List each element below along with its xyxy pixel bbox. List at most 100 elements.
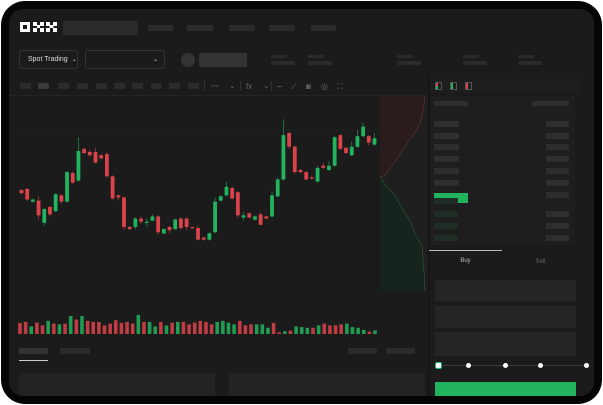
slider-stop-100[interactable] [584, 363, 589, 368]
nav-item[interactable] [229, 25, 255, 31]
volume-bar [136, 315, 141, 334]
volume-bar [367, 331, 372, 334]
volume-bar [113, 320, 118, 334]
volume-bar [204, 321, 208, 334]
tab-buy[interactable]: Buy [460, 258, 471, 264]
timeframe-tab[interactable] [132, 83, 143, 89]
candlestick-chart[interactable] [9, 96, 381, 346]
toolbar-divider [271, 81, 272, 91]
candle-body [122, 197, 126, 227]
timeframe-tab[interactable] [20, 83, 31, 89]
ruler-icon[interactable]: ⟋ [291, 82, 297, 91]
line-draw-icon[interactable]: ∼ [276, 82, 283, 91]
timeframe-tab[interactable] [58, 83, 69, 89]
candle-type-icon[interactable]: 〰 [211, 82, 219, 91]
amount-input[interactable] [435, 306, 576, 328]
volume-bar [373, 330, 377, 334]
search-bar[interactable] [63, 21, 138, 35]
candle-body [156, 216, 161, 233]
amount-slider-track[interactable] [438, 365, 588, 366]
nav-item[interactable] [311, 25, 336, 31]
candle-body [258, 214, 263, 225]
timeframe-tab[interactable] [114, 83, 125, 89]
nav-item[interactable] [148, 25, 173, 31]
volume-bar [243, 325, 248, 334]
settings-icon[interactable]: ◎ [321, 82, 328, 91]
volume-bar [85, 320, 90, 334]
candle-body [361, 126, 366, 137]
stat-label [463, 55, 479, 58]
camera-icon[interactable]: ◙ [306, 82, 311, 91]
candle-body [65, 172, 69, 202]
slider-handle[interactable] [435, 362, 442, 369]
volume-bar [147, 321, 152, 334]
depth-chart [380, 96, 430, 291]
volume-bar [322, 323, 327, 334]
timeframe-tab[interactable] [169, 83, 180, 89]
candle-body [372, 138, 377, 145]
volume-bar [277, 332, 282, 334]
total-input[interactable] [435, 332, 576, 356]
candle-body [87, 152, 92, 156]
candle-body [332, 137, 337, 166]
tab-sell[interactable]: Sell [535, 259, 546, 265]
slider-stop-50[interactable] [503, 363, 508, 368]
chevron-down-icon: ⌄ [152, 57, 158, 63]
volume-bar [74, 319, 79, 334]
volume-bar [187, 324, 191, 334]
chevron-down-icon[interactable]: ⌄ [263, 81, 270, 90]
orderbook-both-icon[interactable] [435, 82, 442, 90]
slider-stop-75[interactable] [538, 363, 543, 368]
orderbook-bids-icon[interactable] [450, 82, 457, 90]
orderbook-asks-icon[interactable] [465, 82, 472, 90]
volume-bar [46, 320, 50, 334]
filter-button[interactable] [348, 348, 377, 354]
volume-bar [249, 324, 253, 334]
slider-stop-25[interactable] [466, 363, 471, 368]
candle-body [218, 196, 223, 201]
candle-body [304, 172, 309, 180]
ask-amount [546, 168, 569, 174]
candle-body [70, 173, 75, 183]
chevron-down-icon[interactable]: ⌄ [229, 81, 236, 90]
market-select-label: Spot Trading [28, 56, 68, 63]
tab-order-history[interactable] [60, 348, 90, 354]
fullscreen-icon[interactable]: ⛶ [337, 82, 343, 91]
candle-body [105, 154, 109, 177]
ask-amount [546, 192, 569, 198]
timeframe-tab[interactable] [188, 83, 199, 89]
market-select[interactable]: Spot Trading ⌄ [19, 50, 78, 69]
volume-bar [80, 316, 84, 334]
nav-item[interactable] [269, 25, 295, 31]
pair-select[interactable]: ⌄ [85, 50, 165, 69]
candle-body [161, 229, 166, 234]
volume-bar [108, 323, 112, 334]
timeframe-tab[interactable] [151, 83, 162, 89]
bid-price [434, 198, 458, 204]
tab-open-orders[interactable] [19, 348, 48, 354]
candle-body [201, 237, 206, 240]
volume-bar [350, 327, 355, 334]
filter-button[interactable] [386, 348, 415, 354]
volume-bar [35, 322, 39, 334]
timeframe-tab[interactable] [38, 83, 49, 89]
amount-column-header [532, 101, 569, 106]
candle-body [213, 201, 217, 233]
timeframe-tab[interactable] [96, 83, 107, 89]
candle-body [281, 135, 286, 180]
indicator-icon[interactable]: fx [246, 82, 253, 91]
volume-bar [23, 321, 28, 334]
nav-item[interactable] [187, 25, 213, 31]
candle-body [207, 233, 212, 240]
volume-bar [232, 324, 236, 334]
stat-label [518, 55, 534, 58]
candle-body [110, 176, 115, 199]
price-input[interactable] [435, 280, 576, 301]
candle-body [30, 199, 35, 202]
volume-bar [215, 321, 220, 334]
buy-button[interactable] [435, 382, 576, 396]
candle-body [287, 133, 291, 147]
timeframe-tab[interactable] [77, 83, 88, 89]
volume-bar [254, 324, 259, 334]
volume-bar [119, 322, 124, 334]
